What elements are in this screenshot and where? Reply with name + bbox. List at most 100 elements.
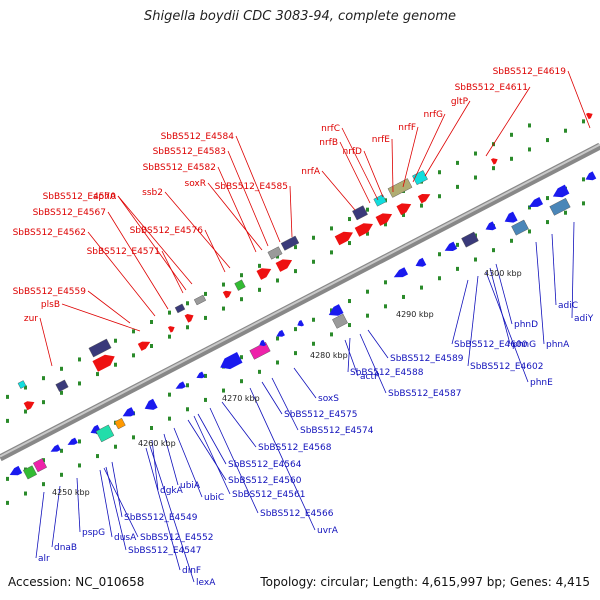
bottom-label-17: uvrA: [317, 526, 339, 536]
gene-top-8: [193, 294, 207, 306]
tick-mark: [6, 418, 9, 423]
gene-top-17: [375, 213, 393, 226]
bottom-label-3: dusA: [114, 533, 137, 543]
tick-mark: [528, 147, 531, 152]
top-label-5: SbBS512_E4571: [87, 247, 160, 257]
tick-mark: [438, 170, 441, 175]
top-label-10: soxR: [185, 179, 207, 189]
backbone-line: [0, 142, 600, 462]
gene-top-18-shape: [396, 203, 412, 216]
top-label-13-line: [235, 135, 281, 243]
gene-top-16-shape: [354, 223, 373, 237]
gene-bottom-13: [249, 341, 271, 360]
top-label-12-line: [227, 150, 269, 247]
top-label-7: aphA: [93, 192, 117, 202]
bottom-label-25: SbBS512_E4600: [454, 340, 528, 350]
bottom-label-18-line: [271, 377, 299, 431]
gene-bottom-17-shape: [328, 304, 344, 316]
bottom-label-29-line: [495, 263, 513, 325]
top-label-23-line: [485, 86, 531, 157]
gene-top-26: [17, 380, 27, 389]
tick-mark: [60, 472, 63, 477]
gene-bottom-24-shape: [504, 211, 518, 223]
tick-mark: [6, 476, 9, 481]
gene-top-9-shape: [222, 290, 232, 299]
gene-top-15: [334, 231, 353, 246]
top-label-4-line: [107, 211, 169, 310]
tick-mark: [132, 329, 135, 334]
top-label-23: SbBS512_E4611: [455, 83, 528, 93]
tick-mark: [294, 245, 297, 250]
gene-features: [9, 112, 597, 480]
bottom-label-7: dinF: [182, 566, 201, 576]
tick-mark: [330, 250, 333, 255]
tick-mark: [42, 400, 45, 405]
bottom-label-24-line: [367, 329, 389, 359]
bottom-label-1: dnaB: [54, 543, 77, 553]
bottom-label-5: SbBS512_E4552: [140, 533, 213, 543]
tick-mark: [78, 439, 81, 444]
gene-bottom-6-shape: [95, 424, 115, 443]
bottom-label-16: SbBS512_E4568: [258, 443, 332, 453]
tick-mark: [312, 341, 315, 346]
gene-bottom-0: [9, 465, 23, 476]
tick-mark: [420, 203, 423, 208]
tick-mark: [150, 344, 153, 348]
gene-bottom-21-shape: [444, 241, 458, 251]
tick-mark: [114, 338, 117, 343]
top-label-2: plsB: [41, 300, 60, 310]
tick-mark: [222, 388, 225, 393]
top-label-21: nrfG: [423, 110, 443, 120]
top-label-20: nrfF: [398, 123, 416, 133]
tick-mark: [510, 156, 513, 161]
tick-mark: [420, 285, 423, 290]
bottom-label-8: lexA: [196, 578, 216, 588]
top-label-14: SbBS512_E4585: [215, 182, 288, 192]
tick-mark: [402, 212, 405, 217]
tick-mark: [132, 353, 135, 358]
top-label-16: nrfB: [319, 138, 338, 148]
top-label-24: SbBS512_E4619: [493, 67, 567, 77]
tick-mark: [384, 222, 387, 227]
tick-mark: [168, 392, 171, 397]
tick-mark: [186, 301, 189, 306]
bottom-label-27-line: [485, 271, 529, 383]
gene-bottom-28-shape: [549, 197, 571, 216]
tick-mark: [168, 416, 171, 421]
tick-mark: [366, 313, 369, 318]
gene-bottom-17: [328, 304, 344, 316]
top-label-13: SbBS512_E4584: [161, 132, 235, 142]
gene-top-10-shape: [234, 279, 246, 291]
kbp-label-0: 4250 kbp: [52, 488, 90, 497]
gene-bottom-7-shape: [114, 417, 126, 430]
bottom-label-23-line: [359, 333, 387, 394]
tick-mark: [456, 184, 459, 189]
tick-mark: [42, 482, 45, 487]
gene-top-22-shape: [387, 178, 413, 198]
gene-top-10: [234, 279, 246, 291]
gene-bottom-18: [332, 313, 348, 329]
top-label-24-line: [567, 70, 591, 129]
top-label-21-line: [412, 113, 446, 183]
bottom-label-28-line: [489, 267, 511, 345]
tick-mark: [528, 205, 531, 210]
gene-top-25-shape: [585, 112, 593, 120]
label-leader-lines: [35, 70, 591, 583]
gene-top-17-shape: [375, 213, 393, 226]
tick-mark: [438, 276, 441, 281]
bottom-label-29: phnD: [514, 320, 538, 330]
gene-bottom-15: [276, 329, 285, 337]
bottom-label-18: SbBS512_E4574: [300, 426, 374, 436]
gene-bottom-29: [585, 171, 597, 181]
genome-stats-text: Topology: circular; Length: 4,615,997 bp…: [260, 575, 590, 589]
gene-bottom-26: [528, 197, 544, 208]
tick-mark: [60, 448, 63, 453]
gene-top-0-shape: [23, 401, 35, 411]
tick-mark: [564, 210, 567, 215]
gene-top-0: [23, 401, 35, 411]
gene-top-6-shape: [184, 314, 194, 323]
gene-top-4-shape: [137, 341, 151, 351]
gene-bottom-10: [175, 381, 186, 389]
bottom-label-6: SbBS512_E4549: [124, 513, 198, 523]
